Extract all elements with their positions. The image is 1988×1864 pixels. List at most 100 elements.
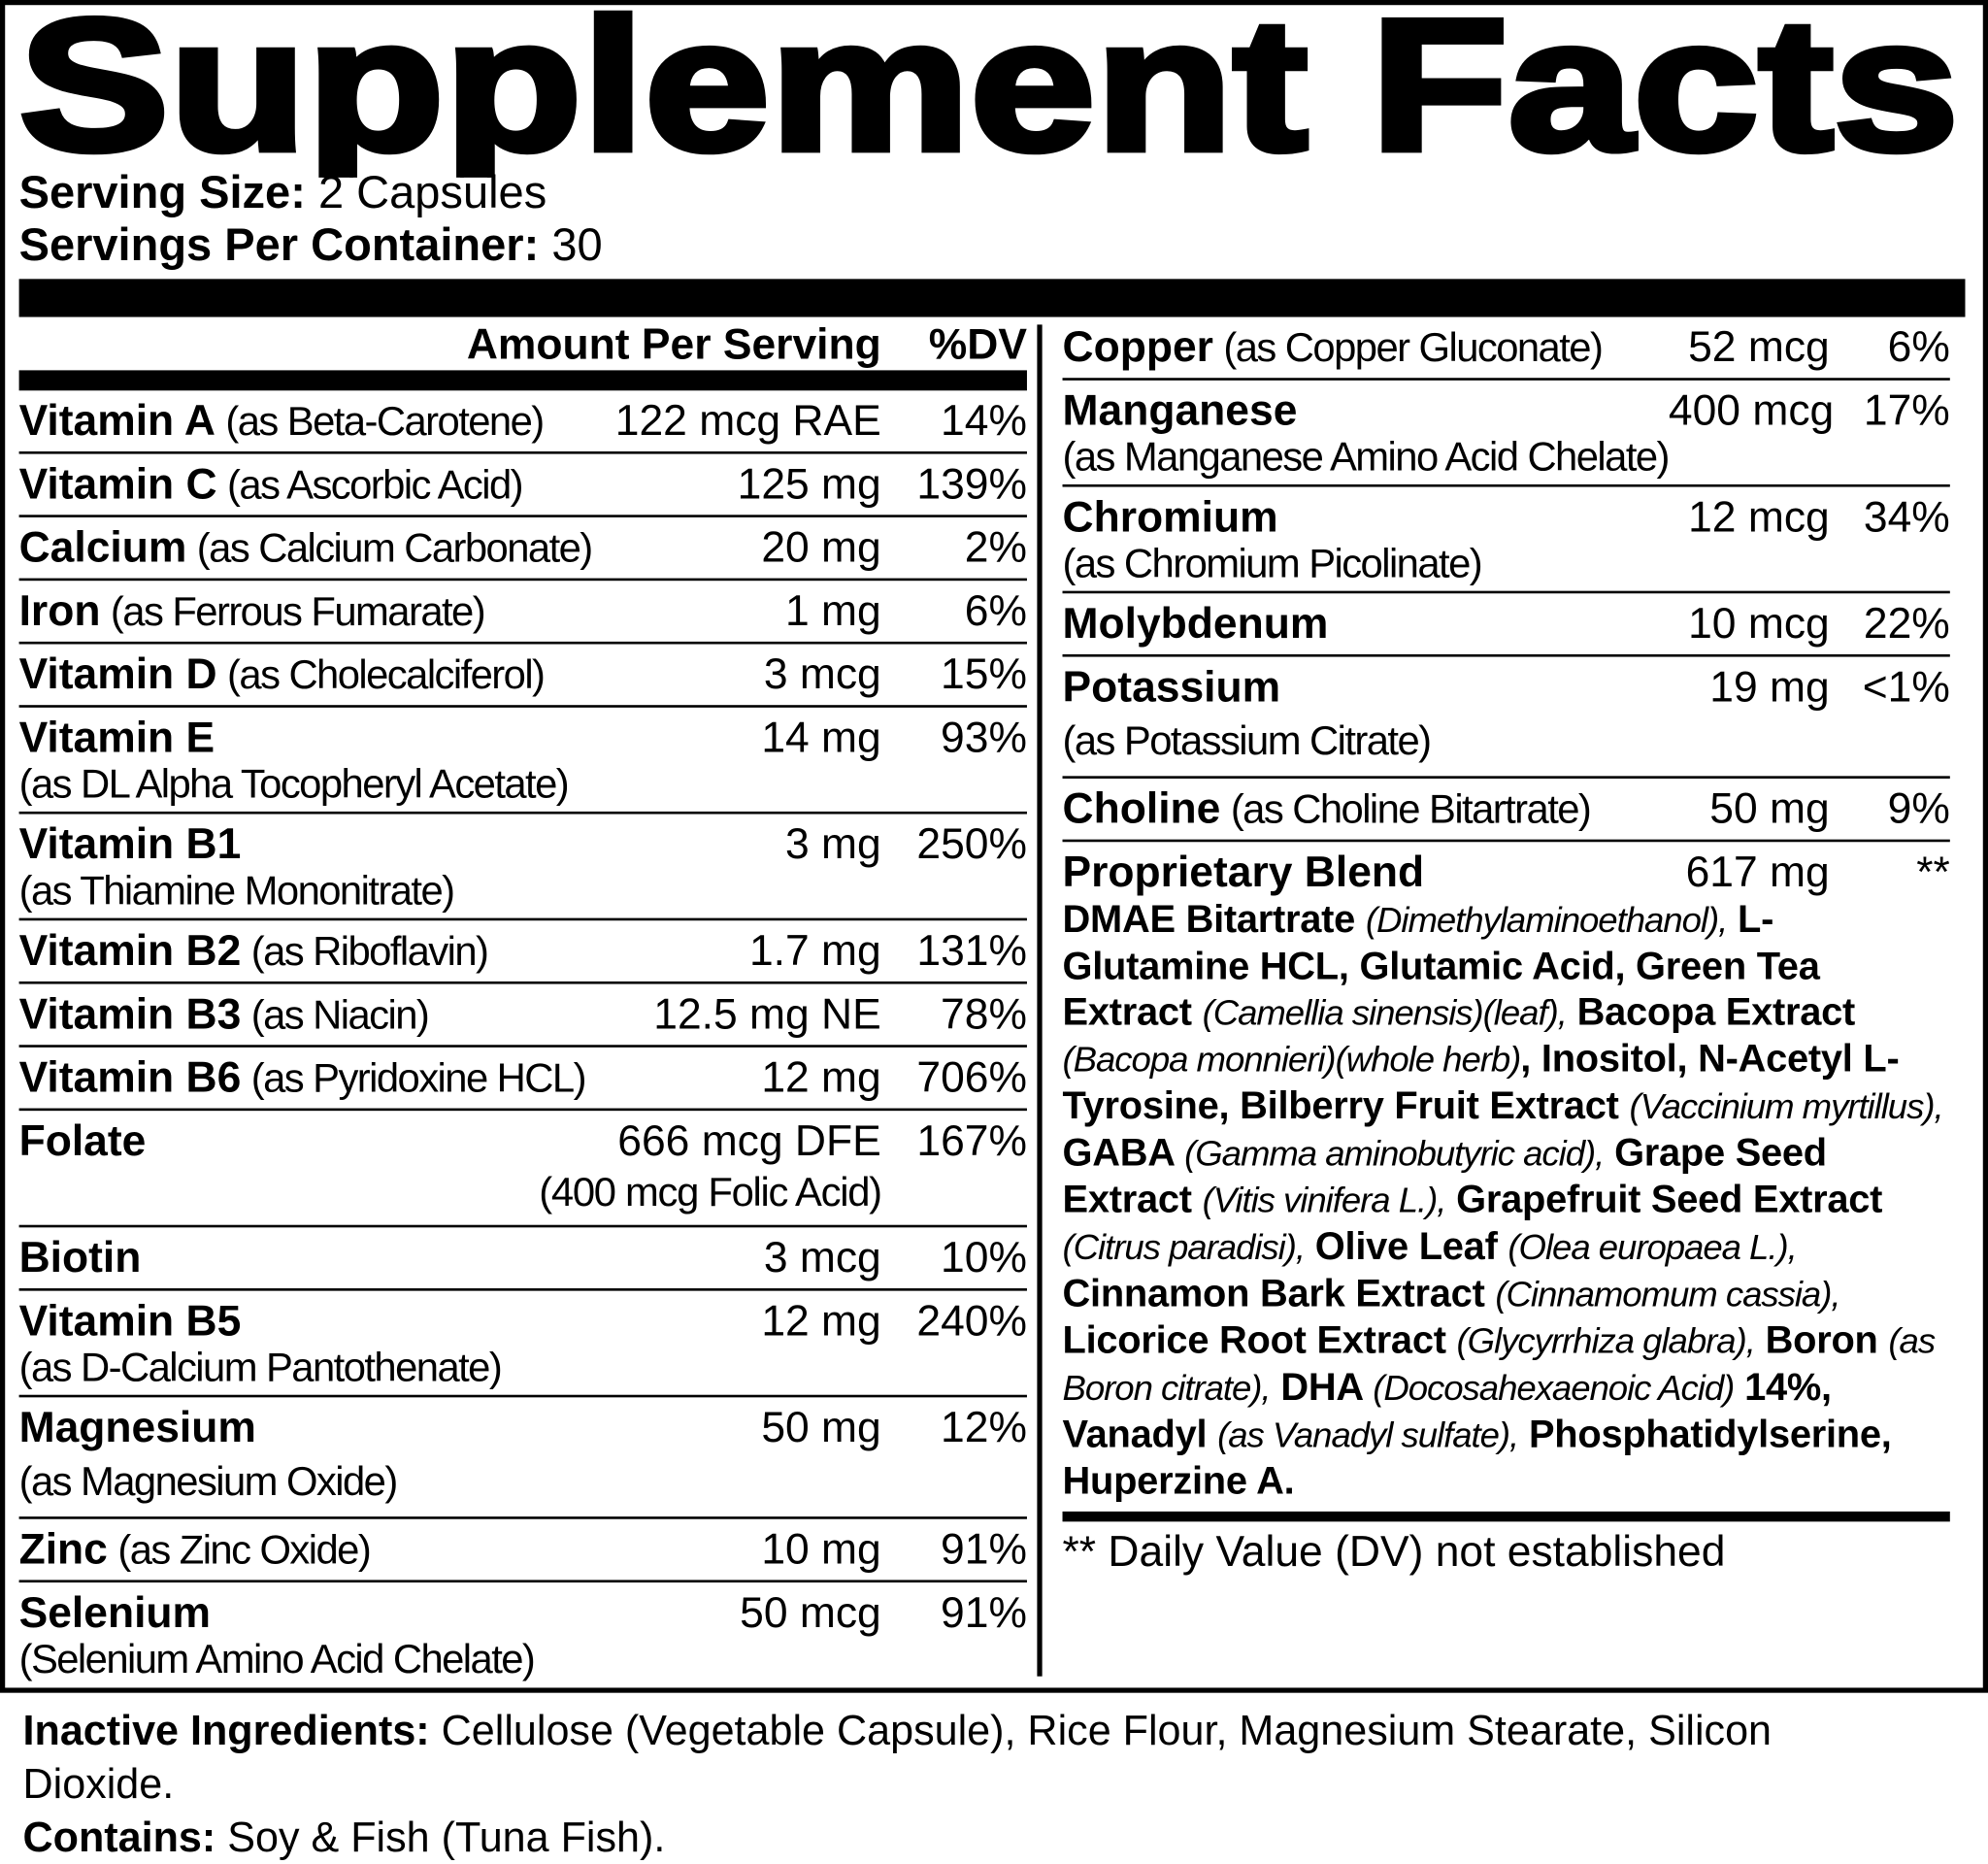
amount: 12.5 mg NE (653, 990, 881, 1039)
amount: 12 mcg (1688, 493, 1830, 542)
amount: 50 mg (1709, 784, 1830, 834)
nutrient-row: Vitamin B5 (as D-Calcium Pantothenate) 12 … (18, 1291, 1027, 1398)
nutrient-source: (as Thiamine Mononitrate) (18, 867, 455, 914)
nutrient-name-cell: Potassium (as Potassium Citrate) (1063, 663, 1710, 770)
nutrient-name-cell: Vitamin E (as DL Alpha Tocopheryl Acetate… (19, 714, 762, 805)
nutrient-row: Vitamin D (as Cholecalciferol) 3 mcg 15% (18, 645, 1027, 708)
nutrient-name: Vitamin B5 (18, 1297, 242, 1346)
nutrient-source: (as Pyridoxine HCL) (250, 1054, 587, 1101)
amount-cell: 125 mg (738, 460, 881, 509)
amount-cell: 1 mg (785, 587, 881, 636)
header-dv: %DV (928, 320, 1027, 370)
nutrient-name: Vitamin B2 (18, 926, 242, 976)
header-bar (18, 370, 1027, 391)
daily-value: 17% (1863, 386, 1950, 435)
daily-value: 9% (1887, 784, 1950, 834)
nutrient-row: Vitamin B2 (as Riboflavin) 1.7 mg 131% (18, 920, 1027, 984)
daily-value: 2% (964, 523, 1027, 573)
servings-label: Servings Per Container: (18, 217, 540, 271)
footnote: ** Daily Value (DV) not established (1062, 1511, 1950, 1578)
nutrient-name-cell: Selenium (Selenium Amino Acid Chelate) (19, 1589, 741, 1681)
amount-cell: 10 mcg (1688, 600, 1830, 649)
nutrient-name-cell: Vitamin D (as Cholecalciferol) (19, 650, 764, 699)
amount: 1 mg (785, 586, 881, 636)
nutrient-row: Folate 666 mcg DFE (400 mcg Folic Acid) 167… (18, 1111, 1027, 1228)
amount: 19 mg (1709, 663, 1830, 712)
nutrient-name: Iron (18, 586, 101, 636)
nutrient-name: Vitamin B1 (18, 820, 242, 869)
nutrient-name-cell: Folate (19, 1117, 540, 1166)
ingredient-text: (Cinnamomum cassia), (1495, 1274, 1840, 1315)
nutrient-name-cell: Molybdenum (1063, 600, 1689, 649)
blend-dv: ** (1916, 848, 1950, 897)
amount-cell: 20 mg (761, 523, 880, 572)
nutrient-row: Vitamin B6 (as Pyridoxine HCL) 12 mg 706% (18, 1048, 1027, 1112)
nutrient-row: Vitamin E (as DL Alpha Tocopheryl Acetate… (18, 708, 1027, 815)
amount-cell: 10 mg (761, 1525, 880, 1574)
ingredient-text: Boron (1754, 1318, 1889, 1362)
ingredient-text: Grape Seed Extract (1062, 1131, 1828, 1221)
nutrient-name: Vitamin B6 (18, 1053, 242, 1103)
nutrient-source: (as Calcium Carbonate) (196, 524, 593, 571)
amount-note: (400 mcg Folic Acid) (539, 1169, 882, 1215)
amount-cell: 50 mg (761, 1404, 880, 1452)
nutrient-row: Vitamin B3 (as Niacin) 12.5 mg NE 78% (18, 984, 1027, 1048)
left-column: Amount Per Serving %DV Vitamin A (as Beta… (18, 320, 1027, 1686)
nutrient-name-cell: Magnesium (as Magnesium Oxide) (19, 1404, 762, 1511)
daily-value: 706% (916, 1053, 1027, 1103)
amount: 3 mcg (763, 650, 881, 699)
nutrient-row: Manganese (as Manganese Amino Acid Chelat… (1062, 381, 1950, 487)
nutrient-name-cell: Vitamin B1 (as Thiamine Mononitrate) (19, 820, 785, 912)
amount: 400 mcg (1668, 386, 1835, 435)
amount: 50 mg (761, 1403, 881, 1452)
daily-value: 10% (941, 1233, 1027, 1282)
daily-value: 167% (916, 1116, 1027, 1166)
nutrient-source: (as Magnesium Oxide) (18, 1458, 399, 1505)
amount: 1.7 mg (748, 926, 881, 976)
nutrient-name: Magnesium (18, 1403, 256, 1452)
nutrient-name-cell: Vitamin A (as Beta-Carotene) (19, 397, 615, 446)
nutrient-name: Copper (1062, 323, 1213, 372)
blend-ingredients: DMAE Bitartrate (Dimethylaminoethanol), … (1063, 896, 1950, 1504)
blend-amount: 617 mg (1685, 848, 1830, 897)
ingredient-text: (Vaccinium myrtillus), (1629, 1086, 1943, 1126)
other-ingredients: Inactive Ingredients: Cellulose (Vegetab… (23, 1704, 1900, 1864)
amount-cell: 1.7 mg (749, 927, 881, 976)
nutrient-source: (as Cholecalciferol) (227, 651, 546, 698)
nutrient-row: Choline (as Choline Bitartrate) 50 mg 9% (1062, 779, 1950, 843)
amount: 52 mcg (1688, 323, 1830, 372)
amount: 12 mg (761, 1053, 881, 1103)
nutrient-row: Magnesium (as Magnesium Oxide) 50 mg 12% (18, 1397, 1027, 1519)
daily-value: 91% (941, 1588, 1027, 1638)
ingredient-text: (Citrus paradisi), (1062, 1227, 1306, 1267)
ingredient-text: (Dimethylaminoethanol), (1365, 900, 1728, 940)
top-bar (18, 279, 1966, 317)
daily-value: 240% (916, 1297, 1027, 1346)
serving-size-label: Serving Size: (18, 166, 306, 218)
ingredient-text: (Vitis vinifera L.), (1202, 1180, 1447, 1220)
amount-cell: 12 mg (761, 1297, 880, 1346)
nutrient-name: Vitamin D (18, 650, 217, 699)
amount-cell: 12.5 mg NE (653, 990, 880, 1039)
daily-value: 12% (941, 1403, 1027, 1452)
ingredient-text: (Docosahexaenoic Acid) (1373, 1368, 1735, 1408)
ingredient-text: L-Glutamine HCL, Glutamic Acid, Green Te… (1062, 897, 1820, 1034)
blend-name-cell: Proprietary Blend (1063, 849, 1686, 897)
nutrient-source: (as Ferrous Fumarate) (110, 588, 486, 635)
nutrient-name-cell: Iron (as Ferrous Fumarate) (19, 587, 785, 636)
daily-value: 6% (1887, 323, 1950, 372)
amount-cell: 3 mg (785, 820, 881, 869)
nutrient-name-cell: Chromium (as Chromium Picolinate) (1063, 493, 1689, 584)
ingredient-text: (Glycyrrhiza glabra), (1456, 1320, 1756, 1361)
daily-value: 22% (1863, 599, 1950, 649)
amount: 50 mcg (740, 1588, 881, 1638)
nutrient-name-cell: Biotin (19, 1234, 764, 1282)
nutrient-source: (as Chromium Picolinate) (1062, 540, 1483, 586)
nutrient-source: (as Potassium Citrate) (1062, 717, 1433, 764)
nutrient-row: Selenium (Selenium Amino Acid Chelate) 50 … (19, 1582, 1027, 1686)
inactive-label: Inactive Ingredients: (22, 1707, 430, 1754)
ingredient-text: Cinnamon Bark Extract (1062, 1272, 1496, 1315)
amount: 10 mg (761, 1525, 881, 1574)
ingredient-text: DHA (1270, 1365, 1374, 1410)
